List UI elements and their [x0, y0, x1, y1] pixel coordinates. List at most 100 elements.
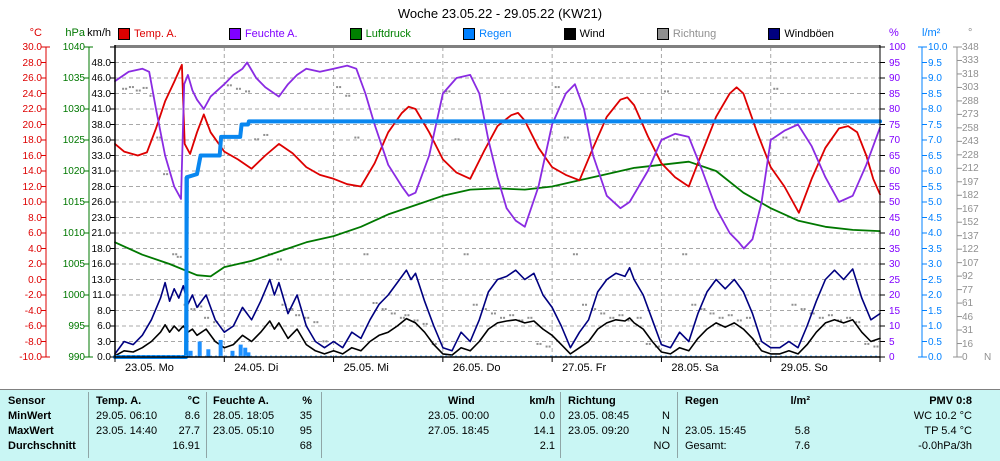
direction-dot: [142, 86, 145, 89]
direction-dot: [125, 87, 128, 90]
axis-tick-label-direction: 77: [962, 284, 974, 296]
direction-dot: [402, 316, 405, 319]
direction-dot: [536, 342, 539, 345]
legend-item-humidity: Feuchte A.: [228, 28, 298, 40]
wind-max-time: 27.05. 18:45: [428, 425, 490, 437]
axis-tick-label-humidity: 25: [889, 274, 901, 286]
direction-dot: [434, 342, 437, 345]
direction-dot: [612, 316, 615, 319]
temp-avg-value: 16.91: [172, 440, 200, 452]
col-header-temp: Temp. A.: [96, 395, 142, 407]
axis-tick-label-direction: 318: [962, 68, 979, 80]
axis-tick-label-windspeed: 28.0: [91, 181, 111, 193]
direction-dot: [404, 314, 407, 317]
direction-dot: [357, 136, 360, 139]
rain-max-time: 23.05. 15:45: [685, 425, 747, 437]
direction-dot: [849, 316, 852, 319]
direction-dot: [175, 253, 178, 256]
axis-tick-label-rainamount: 9.0: [928, 73, 942, 84]
direction-dot: [393, 312, 396, 315]
x-axis-day-label: 28.05. Sa: [671, 362, 719, 374]
axis-tick-label-pressure: 990: [68, 352, 85, 363]
direction-dot: [425, 322, 428, 325]
axis-tick-label-pressure: 1000: [62, 290, 85, 301]
direction-dot: [281, 303, 284, 306]
axis-tick-label-rainamount: 1.5: [928, 305, 942, 317]
axis-tick-label-rainamount: 1.0: [928, 321, 942, 332]
axis-tick-label-humidity: 45: [889, 212, 901, 224]
legend-item-rain: Regen: [463, 28, 511, 40]
direction-dot: [864, 342, 867, 345]
stats-table: Sensor MinWert MaxWert Durchschnitt Temp…: [0, 389, 1000, 461]
direction-dot: [372, 302, 375, 305]
axis-tick-label-rainamount: 7.0: [928, 135, 942, 146]
direction-dot: [876, 345, 879, 348]
legend-swatch-humidity: [228, 28, 241, 40]
direction-dot: [145, 86, 148, 89]
direction-dot: [295, 314, 298, 317]
humidity-min-value: 35: [299, 410, 312, 422]
axis-tick-label-windspeed: 6.0: [97, 321, 111, 332]
direction-dot: [325, 340, 328, 343]
axis-tick-label-humidity: 0: [889, 352, 895, 363]
direction-dot: [128, 86, 131, 89]
legend-label: Regen: [479, 28, 512, 40]
axis-tick-label-pressure: 1035: [62, 73, 85, 84]
col-header-wind: Wind: [448, 395, 475, 407]
page-title: Woche 23.05.22 - 29.05.22 (KW21): [397, 6, 603, 21]
direction-avg-value: NO: [653, 440, 671, 452]
axis-tick-label-direction: 152: [962, 217, 979, 229]
axis-tick-label-rainamount: 10.0: [928, 42, 948, 53]
axis-unit-wind: km/h: [87, 27, 111, 39]
axis-tick-label-direction: 258: [962, 122, 979, 134]
table-separator: [88, 392, 89, 458]
axis-tick-label-humidity: 85: [889, 88, 901, 100]
temp-max-time: 23.05. 14:40: [96, 425, 158, 437]
direction-dot: [122, 87, 125, 90]
direction-dot: [166, 173, 169, 176]
direction-dot: [657, 345, 660, 348]
table-row-header: Durchschnitt: [8, 440, 76, 452]
axis-tick-label-rainamount: 7.5: [928, 119, 942, 131]
axis-tick-label-temp: 28.0: [22, 57, 42, 69]
direction-dot: [621, 314, 624, 317]
axis-tick-label-rainamount: 5.5: [928, 181, 942, 193]
axis-tick-label-humidity: 20: [889, 290, 901, 301]
axis-tick-label-humidity: 35: [889, 243, 901, 255]
direction-dot: [172, 253, 175, 256]
direction-dot: [758, 342, 761, 345]
wind-avg-value: 2.1: [539, 440, 555, 452]
axis-tick-label-rainamount: 2.0: [928, 290, 942, 301]
axis-unit-direction: °: [968, 27, 973, 39]
col-unit-humidity: %: [302, 395, 312, 407]
direction-dot: [500, 316, 503, 319]
axis-tick-label-rainamount: 3.5: [928, 243, 942, 255]
axis-tick-label-rainamount: 0.0: [928, 352, 942, 363]
x-axis-day-label: 26.05. Do: [452, 362, 501, 374]
direction-dot: [663, 90, 666, 93]
rain-total-label: Gesamt:: [685, 440, 727, 452]
axis-tick-label-direction: 288: [962, 95, 979, 107]
direction-dot: [821, 316, 824, 319]
axis-tick-label-windspeed: 13.0: [91, 274, 111, 286]
direction-dot: [800, 308, 803, 311]
direction-dot: [336, 86, 339, 89]
axis-tick-label-windspeed: 31.0: [91, 166, 111, 177]
direction-max-value: N: [662, 425, 670, 437]
direction-dot: [307, 316, 310, 319]
axis-tick-label-direction: 46: [962, 311, 974, 323]
axis-tick-label-windspeed: 3.0: [97, 336, 111, 348]
direction-dot: [238, 87, 241, 90]
direction-dot: [572, 253, 575, 256]
direction-dot: [530, 316, 533, 319]
axis-tick-label-humidity: 55: [889, 181, 901, 193]
direction-dot: [527, 316, 530, 319]
direction-dot: [298, 314, 301, 317]
legend-item-direction: Richtung: [656, 28, 716, 40]
direction-dot: [575, 253, 578, 256]
direction-dot: [416, 319, 419, 322]
direction-dot: [730, 314, 733, 317]
temp-min-time: 29.05. 06:10: [96, 410, 158, 422]
direction-dot: [718, 316, 721, 319]
